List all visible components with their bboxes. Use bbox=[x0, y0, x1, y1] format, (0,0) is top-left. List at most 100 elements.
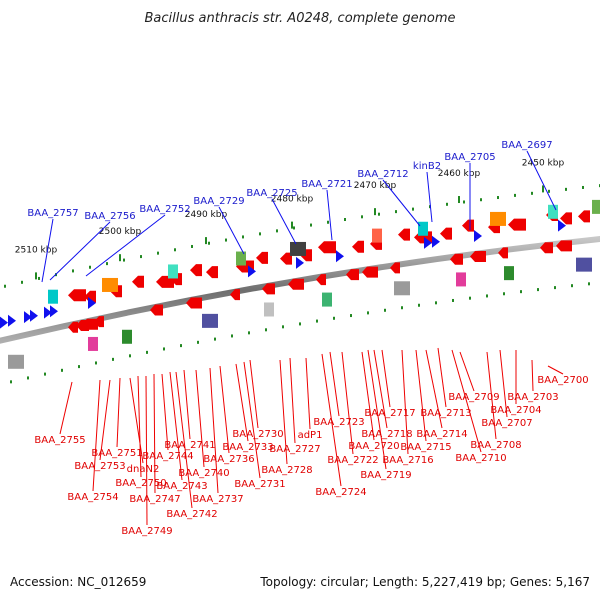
gene-label-reverse[interactable]: BAA_2710 bbox=[455, 453, 506, 464]
gene-feature-box[interactable] bbox=[372, 228, 382, 243]
gene-label-forward[interactable]: BAA_2721 bbox=[301, 179, 352, 190]
gene-label-reverse[interactable]: BAA_2727 bbox=[269, 444, 320, 455]
reverse-gene-arrow[interactable] bbox=[262, 283, 275, 295]
gene-feature-box[interactable] bbox=[236, 251, 246, 266]
gene-feature-box[interactable] bbox=[418, 221, 428, 236]
gene-label-reverse[interactable]: BAA_2715 bbox=[400, 442, 451, 453]
forward-gene-arrow[interactable] bbox=[50, 305, 58, 318]
reverse-gene-arrow[interactable] bbox=[398, 228, 410, 241]
gene-label-reverse[interactable]: BAA_2744 bbox=[142, 451, 193, 462]
reverse-gene-arrow[interactable] bbox=[288, 278, 304, 290]
gene-label-reverse[interactable]: BAA_2751 bbox=[91, 448, 142, 459]
gene-label-forward[interactable]: BAA_2752 bbox=[139, 204, 190, 215]
gene-feature-box[interactable] bbox=[122, 329, 132, 344]
reverse-gene-arrow[interactable] bbox=[346, 269, 359, 281]
gene-label-reverse[interactable]: BAA_2708 bbox=[470, 440, 521, 451]
gene-label-reverse[interactable]: BAA_2736 bbox=[203, 454, 254, 465]
reverse-gene-arrow[interactable] bbox=[556, 240, 572, 252]
gene-feature-box[interactable] bbox=[168, 264, 178, 279]
reverse-gene-arrow[interactable] bbox=[68, 321, 78, 333]
gene-label-reverse[interactable]: BAA_2753 bbox=[74, 461, 125, 472]
gene-feature-box[interactable] bbox=[322, 292, 332, 307]
gene-label-forward[interactable]: BAA_2756 bbox=[84, 211, 135, 222]
reverse-gene-arrow[interactable] bbox=[156, 275, 174, 288]
reverse-gene-arrow[interactable] bbox=[362, 266, 378, 278]
gene-label-forward[interactable]: kinB2 bbox=[413, 161, 441, 172]
gene-feature-box[interactable] bbox=[88, 336, 98, 351]
gene-label-reverse[interactable]: BAA_2716 bbox=[382, 455, 433, 466]
gene-label-reverse[interactable]: BAA_2741 bbox=[164, 440, 215, 451]
gene-label-reverse[interactable]: dnaN2 bbox=[127, 464, 160, 475]
reverse-gene-arrow[interactable] bbox=[560, 212, 572, 225]
gene-label-reverse[interactable]: adP1 bbox=[298, 430, 323, 441]
gene-label-reverse[interactable]: BAA_2740 bbox=[178, 468, 229, 479]
gene-label-reverse[interactable]: BAA_2707 bbox=[481, 418, 532, 429]
forward-gene-arrow[interactable] bbox=[474, 230, 482, 243]
gene-label-reverse[interactable]: BAA_2709 bbox=[448, 392, 499, 403]
gene-label-forward[interactable]: BAA_2712 bbox=[357, 169, 408, 180]
gene-feature-box[interactable] bbox=[504, 266, 514, 281]
reverse-gene-arrow[interactable] bbox=[316, 274, 326, 286]
reverse-gene-arrow[interactable] bbox=[68, 289, 86, 302]
forward-gene-arrow[interactable] bbox=[0, 316, 8, 329]
reverse-gene-arrow[interactable] bbox=[206, 266, 218, 279]
gene-label-reverse[interactable]: BAA_2737 bbox=[192, 494, 243, 505]
forward-gene-arrow[interactable] bbox=[88, 296, 96, 309]
gene-label-reverse[interactable]: BAA_2731 bbox=[234, 479, 285, 490]
reverse-gene-arrow[interactable] bbox=[94, 316, 104, 328]
gene-label-reverse[interactable]: BAA_2747 bbox=[129, 494, 180, 505]
reverse-gene-arrow[interactable] bbox=[352, 240, 364, 253]
gene-label-reverse[interactable]: BAA_2718 bbox=[361, 429, 412, 440]
gene-label-reverse[interactable]: BAA_2717 bbox=[364, 408, 415, 419]
gene-feature-box[interactable] bbox=[576, 257, 592, 272]
forward-gene-arrow[interactable] bbox=[558, 219, 566, 232]
reverse-gene-arrow[interactable] bbox=[132, 275, 144, 288]
forward-gene-arrow[interactable] bbox=[24, 311, 32, 324]
gene-label-forward[interactable]: BAA_2725 bbox=[246, 188, 297, 199]
gene-label-forward[interactable]: BAA_2705 bbox=[444, 152, 495, 163]
reverse-gene-arrow[interactable] bbox=[150, 304, 163, 316]
forward-gene-arrow[interactable] bbox=[432, 235, 440, 248]
gene-feature-box[interactable] bbox=[456, 272, 466, 287]
reverse-gene-arrow[interactable] bbox=[540, 242, 553, 254]
reverse-gene-arrow[interactable] bbox=[82, 318, 98, 330]
gene-label-reverse[interactable]: BAA_2749 bbox=[121, 526, 172, 537]
gene-label-reverse[interactable]: BAA_2714 bbox=[416, 429, 467, 440]
reverse-gene-arrow[interactable] bbox=[470, 251, 486, 263]
gene-label-reverse[interactable]: BAA_2700 bbox=[537, 375, 588, 386]
forward-gene-arrow[interactable] bbox=[424, 236, 432, 249]
reverse-gene-arrow[interactable] bbox=[462, 219, 474, 232]
forward-gene-arrow[interactable] bbox=[44, 306, 52, 319]
reverse-gene-arrow[interactable] bbox=[440, 227, 452, 240]
reverse-gene-arrow[interactable] bbox=[190, 264, 202, 277]
gene-label-reverse[interactable]: BAA_2723 bbox=[313, 417, 364, 428]
gene-label-reverse[interactable]: BAA_2754 bbox=[67, 492, 118, 503]
reverse-gene-arrow[interactable] bbox=[498, 247, 508, 259]
gene-feature-box[interactable] bbox=[202, 313, 218, 328]
gene-label-reverse[interactable]: BAA_2720 bbox=[348, 441, 399, 452]
gene-label-forward[interactable]: BAA_2757 bbox=[27, 208, 78, 219]
gene-feature-box[interactable] bbox=[592, 199, 600, 214]
gene-feature-box[interactable] bbox=[548, 204, 558, 219]
reverse-gene-arrow[interactable] bbox=[256, 251, 268, 264]
forward-gene-arrow[interactable] bbox=[296, 256, 304, 269]
gene-label-reverse[interactable]: BAA_2733 bbox=[222, 442, 273, 453]
gene-label-reverse[interactable]: BAA_2743 bbox=[156, 481, 207, 492]
gene-label-reverse[interactable]: BAA_2722 bbox=[327, 455, 378, 466]
forward-gene-arrow[interactable] bbox=[336, 250, 344, 263]
gene-feature-box[interactable] bbox=[102, 277, 118, 292]
gene-feature-box[interactable] bbox=[48, 289, 58, 304]
reverse-gene-arrow[interactable] bbox=[280, 252, 292, 265]
gene-label-reverse[interactable]: BAA_2730 bbox=[232, 429, 283, 440]
gene-label-reverse[interactable]: BAA_2724 bbox=[315, 487, 366, 498]
gene-label-reverse[interactable]: BAA_2713 bbox=[420, 408, 471, 419]
gene-label-forward[interactable]: BAA_2697 bbox=[501, 140, 552, 151]
reverse-gene-arrow[interactable] bbox=[390, 262, 400, 274]
gene-label-reverse[interactable]: BAA_2728 bbox=[261, 465, 312, 476]
gene-label-reverse[interactable]: BAA_2742 bbox=[166, 509, 217, 520]
gene-feature-box[interactable] bbox=[290, 241, 306, 256]
gene-feature-box[interactable] bbox=[394, 281, 410, 296]
reverse-gene-arrow[interactable] bbox=[84, 290, 96, 303]
gene-label-reverse[interactable]: BAA_2704 bbox=[490, 405, 541, 416]
gene-feature-box[interactable] bbox=[264, 302, 274, 317]
